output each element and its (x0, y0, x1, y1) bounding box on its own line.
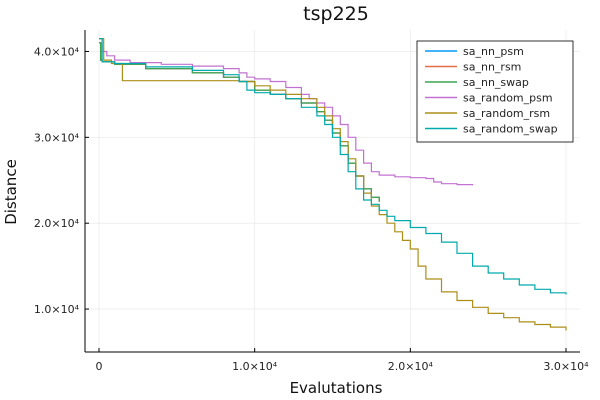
y-tick-label: 2.0×10⁴ (34, 217, 80, 230)
legend-box (416, 40, 574, 143)
legend-label-sa_random_swap: sa_random_swap (463, 123, 558, 136)
x-tick-label: 0 (96, 360, 103, 373)
legend-label-sa_random_rsm: sa_random_rsm (463, 107, 550, 120)
y-tick-label: 1.0×10⁴ (34, 303, 80, 316)
legend: sa_nn_psm sa_nn_rsm sa_nn_swap sa_random_ps… (416, 40, 574, 143)
x-tick-label: 1.0×10⁴ (232, 360, 278, 373)
legend-label-sa_nn_rsm: sa_nn_rsm (463, 61, 521, 74)
legend-label-sa_nn_swap: sa_nn_swap (463, 76, 529, 89)
axes-layer: 0 1.0×10⁴ 2.0×10⁴ 3.0×10⁴ 1.0×10⁴ 2.0×10⁴ 3.0×… (34, 30, 589, 373)
x-axis-label: Evalutations (290, 379, 383, 397)
legend-label-sa_random_psm: sa_random_psm (463, 92, 553, 105)
y-axis-label: Distance (2, 159, 20, 225)
legend-label-sa_nn_psm: sa_nn_psm (463, 45, 524, 58)
x-tick-label: 3.0×10⁴ (543, 360, 589, 373)
x-tick-label: 2.0×10⁴ (388, 360, 434, 373)
series-line-sa_random_swap (99, 38, 567, 295)
series-layer (99, 38, 567, 331)
y-tick-label: 3.0×10⁴ (34, 131, 80, 144)
y-tick-label: 4.0×10⁴ (34, 45, 80, 58)
chart-title: tsp225 (303, 3, 369, 25)
